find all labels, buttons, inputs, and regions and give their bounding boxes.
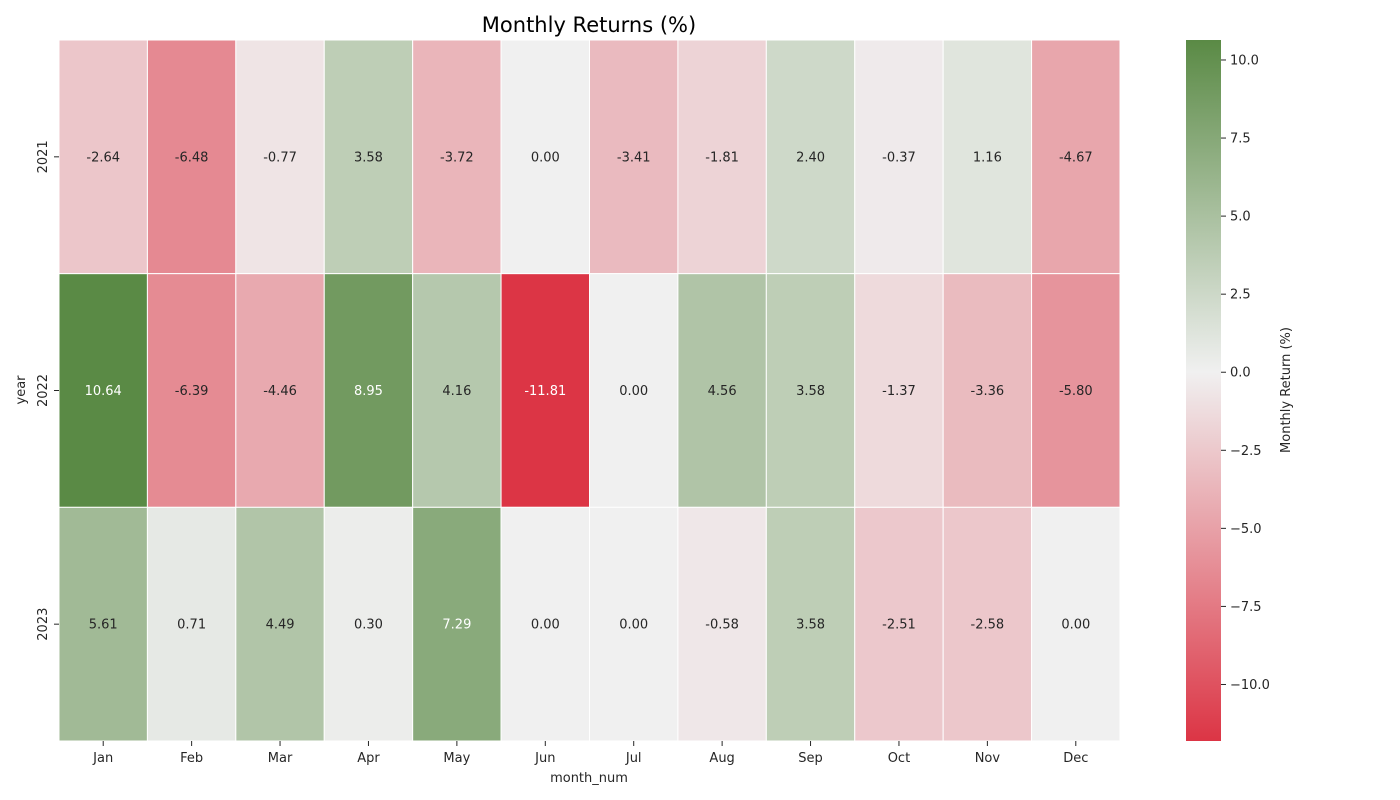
cell-value-label: -2.51 bbox=[882, 618, 916, 633]
heatmap-cell bbox=[589, 273, 679, 508]
heatmap-cell bbox=[677, 39, 767, 275]
cell-value-label: -3.36 bbox=[971, 384, 1005, 399]
chart-title: Monthly Returns (%) bbox=[482, 13, 696, 37]
colorbar-tick-label: −2.5 bbox=[1230, 444, 1262, 459]
colorbar-tick-label: −5.0 bbox=[1230, 522, 1262, 537]
cell-value-label: 2.40 bbox=[796, 150, 825, 165]
cell-value-label: -3.41 bbox=[617, 150, 651, 165]
heatmap-cell bbox=[58, 273, 148, 508]
cell-value-label: -5.80 bbox=[1059, 384, 1093, 399]
cell-value-label: -3.72 bbox=[440, 150, 474, 165]
cell-value-label: 0.00 bbox=[619, 384, 648, 399]
cell-value-label: 0.00 bbox=[531, 150, 560, 165]
cell-value-label: -6.39 bbox=[175, 384, 209, 399]
heatmap-cell bbox=[500, 273, 591, 508]
x-tick-label: Dec bbox=[1063, 751, 1088, 766]
cell-value-label: 0.30 bbox=[354, 618, 383, 633]
cell-value-label: -1.81 bbox=[705, 150, 739, 165]
colorbar bbox=[1186, 40, 1221, 741]
x-axis-ticks: Jan Feb Mar Apr May Jun Jul Aug Sep Oct Nov Dec bbox=[92, 741, 1088, 766]
heatmap-cell bbox=[323, 506, 414, 742]
cell-value-label: 0.00 bbox=[531, 618, 560, 633]
x-tick-label: Mar bbox=[268, 751, 293, 766]
colorbar-tick-label: 0.0 bbox=[1230, 366, 1251, 381]
x-tick-label: Jul bbox=[625, 751, 642, 766]
cell-value-label: -4.46 bbox=[263, 384, 297, 399]
heatmap-cell bbox=[58, 39, 148, 275]
heatmap-cells: -2.64 -6.48 -0.77 3.58 -3.72 0.00 -3.41 -1.81 2.… bbox=[58, 39, 1121, 742]
cell-value-label: 4.16 bbox=[442, 384, 471, 399]
heatmap-cell bbox=[146, 39, 237, 275]
x-axis-label: month_num bbox=[550, 771, 628, 786]
heatmap-cell bbox=[942, 273, 1033, 508]
cell-value-label: 3.58 bbox=[796, 618, 825, 633]
cell-value-label: 8.95 bbox=[354, 384, 383, 399]
cell-value-label: -2.58 bbox=[971, 618, 1005, 633]
x-tick-label: Feb bbox=[180, 751, 203, 766]
cell-value-label: 3.58 bbox=[796, 384, 825, 399]
cell-value-label: -1.37 bbox=[882, 384, 916, 399]
cell-value-label: -6.48 bbox=[175, 150, 209, 165]
heatmap-cell bbox=[58, 506, 148, 742]
x-tick-label: Apr bbox=[357, 751, 380, 766]
x-tick-label: Aug bbox=[709, 751, 734, 766]
heatmap-cell bbox=[1031, 506, 1121, 742]
y-axis-ticks: 2021 2022 2023 bbox=[36, 140, 59, 641]
x-tick-label: Nov bbox=[975, 751, 1001, 766]
cell-value-label: -0.58 bbox=[705, 618, 739, 633]
cell-value-label: -0.77 bbox=[263, 150, 297, 165]
cell-value-label: -4.67 bbox=[1059, 150, 1093, 165]
heatmap-cell bbox=[235, 39, 325, 275]
heatmap-cell bbox=[323, 273, 414, 508]
heatmap-cell bbox=[589, 506, 679, 742]
cell-value-label: 4.49 bbox=[266, 618, 295, 633]
colorbar-label: Monthly Return (%) bbox=[1279, 327, 1294, 453]
heatmap-cell bbox=[942, 506, 1033, 742]
colorbar-tick-label: 5.0 bbox=[1230, 210, 1251, 225]
x-tick-label: Sep bbox=[798, 751, 823, 766]
heatmap-cell bbox=[235, 273, 325, 508]
y-axis-label: year bbox=[14, 375, 29, 405]
y-tick-label: 2023 bbox=[36, 608, 51, 641]
x-tick-label: Jan bbox=[92, 751, 113, 766]
heatmap-cell bbox=[765, 273, 856, 508]
heatmap-cell bbox=[500, 39, 591, 275]
cell-value-label: -11.81 bbox=[524, 384, 566, 399]
cell-value-label: 10.64 bbox=[85, 384, 122, 399]
cell-value-label: -0.37 bbox=[882, 150, 916, 165]
colorbar-tick-label: −7.5 bbox=[1230, 600, 1262, 615]
cell-value-label: 0.00 bbox=[1061, 618, 1090, 633]
x-tick-label: Oct bbox=[888, 751, 910, 766]
cell-value-label: 1.16 bbox=[973, 150, 1002, 165]
cell-value-label: 5.61 bbox=[89, 618, 118, 633]
heatmap-cell bbox=[1031, 273, 1121, 508]
colorbar-tick-label: 2.5 bbox=[1230, 288, 1251, 303]
cell-value-label: 3.58 bbox=[354, 150, 383, 165]
y-tick-label: 2022 bbox=[36, 374, 51, 407]
x-tick-label: May bbox=[443, 751, 470, 766]
colorbar-tick-label: 10.0 bbox=[1230, 53, 1259, 68]
colorbar-ticks: 10.0 7.5 5.0 2.5 0.0 −2.5 −5.0 −7.5 −10.0 bbox=[1221, 53, 1270, 693]
cell-value-label: 4.56 bbox=[708, 384, 737, 399]
cell-value-label: 7.29 bbox=[442, 618, 471, 633]
cell-value-label: 0.00 bbox=[619, 618, 648, 633]
heatmap-cell bbox=[235, 506, 325, 742]
heatmap-cell bbox=[412, 273, 502, 508]
colorbar-tick-label: 7.5 bbox=[1230, 132, 1251, 147]
heatmap-cell bbox=[854, 39, 944, 275]
x-tick-label: Jun bbox=[534, 751, 555, 766]
heatmap-cell bbox=[1031, 39, 1121, 275]
heatmap-cell bbox=[146, 273, 237, 508]
colorbar-tick-label: −10.0 bbox=[1230, 678, 1270, 693]
cell-value-label: -2.64 bbox=[86, 150, 120, 165]
heatmap-cell bbox=[323, 39, 414, 275]
y-tick-label: 2021 bbox=[36, 140, 51, 173]
heatmap-cell bbox=[412, 39, 502, 275]
heatmap-cell bbox=[854, 273, 944, 508]
heatmap-cell bbox=[677, 273, 767, 508]
cell-value-label: 0.71 bbox=[177, 618, 206, 633]
heatmap-cell bbox=[412, 506, 502, 742]
